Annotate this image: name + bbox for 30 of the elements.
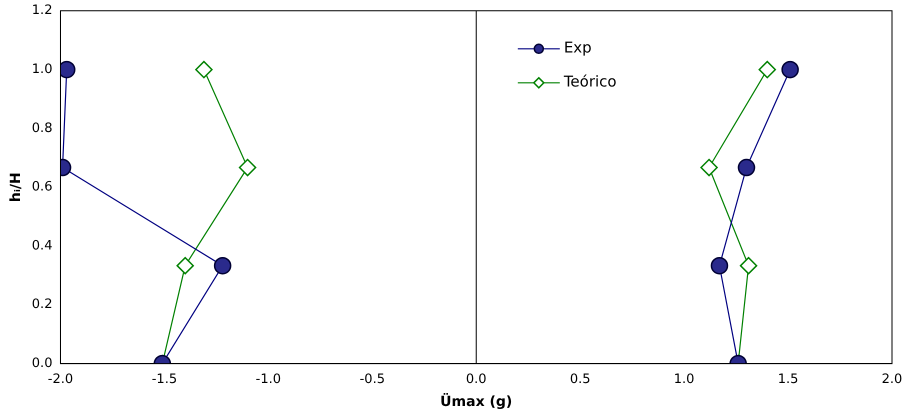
x-tick-label: -1.5 [152, 372, 178, 387]
point [176, 256, 194, 274]
x-axis-title: Ümax (g) [440, 393, 512, 410]
y-tick-label: 1.0 [32, 62, 52, 77]
x-tick-label: 0.5 [570, 372, 591, 387]
point [781, 60, 799, 78]
y-tick-label: 0.4 [32, 238, 52, 254]
point [238, 158, 256, 176]
x-tick-label: 1.0 [674, 372, 694, 387]
y-tick-label: 1.2 [32, 3, 52, 18]
point [710, 256, 728, 274]
x-tick-label: 2.0 [882, 372, 902, 387]
point [214, 256, 232, 274]
point [195, 60, 213, 78]
legend-label: Teórico [562, 72, 617, 91]
y-tick-label: 0.8 [32, 120, 52, 136]
point [700, 158, 718, 176]
x-tick-label: -2.0 [48, 372, 74, 387]
point [758, 60, 776, 78]
point [740, 256, 758, 274]
y-tick-label: 0.6 [32, 180, 52, 195]
point [738, 158, 756, 176]
y-tick-label: 0.0 [32, 356, 52, 371]
legend-label: Exp [564, 38, 592, 57]
x-tick-label: -0.5 [360, 372, 385, 387]
x-tick-label: 1.5 [778, 372, 798, 387]
y-axis-title: hᵢ/H [8, 172, 24, 202]
x-tick-label: 0.0 [466, 372, 487, 387]
y-tick-label: 0.2 [32, 297, 52, 312]
x-tick-label: -1.0 [256, 372, 282, 387]
